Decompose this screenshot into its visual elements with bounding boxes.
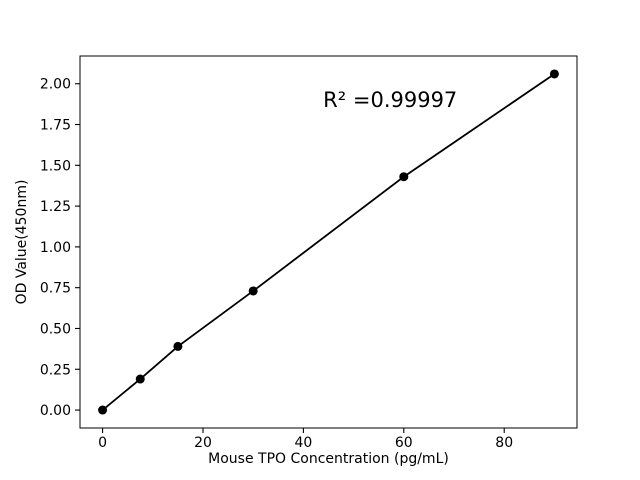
y-tick-label: 1.00 bbox=[40, 240, 71, 256]
data-point bbox=[399, 172, 409, 182]
y-tick-label: 1.75 bbox=[40, 118, 71, 134]
data-point bbox=[248, 286, 258, 296]
y-tick-label: 1.25 bbox=[40, 199, 71, 215]
y-tick-label: 0.00 bbox=[40, 403, 71, 419]
data-point bbox=[549, 69, 559, 79]
y-axis-title: OD Value(450nm) bbox=[14, 180, 30, 305]
plot-border bbox=[79, 55, 578, 429]
data-line bbox=[102, 73, 555, 411]
y-tick-label: 0.25 bbox=[40, 362, 71, 378]
y-tick-label: 0.50 bbox=[40, 321, 71, 337]
x-tick-label: 80 bbox=[495, 435, 513, 451]
y-tick-label: 1.50 bbox=[40, 158, 71, 174]
data-point bbox=[98, 405, 108, 415]
x-tick-label: 60 bbox=[395, 435, 413, 451]
x-tick-label: 40 bbox=[294, 435, 312, 451]
data-point bbox=[135, 374, 145, 384]
y-tick-label: 0.75 bbox=[40, 281, 71, 297]
x-tick-label: 0 bbox=[98, 435, 107, 451]
y-tick-label: 2.00 bbox=[40, 77, 71, 93]
r-squared-annotation: R² =0.99997 bbox=[323, 88, 457, 112]
x-axis-title: Mouse TPO Concentration (pg/mL) bbox=[208, 451, 449, 467]
x-tick-label: 20 bbox=[194, 435, 212, 451]
data-point bbox=[173, 341, 183, 351]
